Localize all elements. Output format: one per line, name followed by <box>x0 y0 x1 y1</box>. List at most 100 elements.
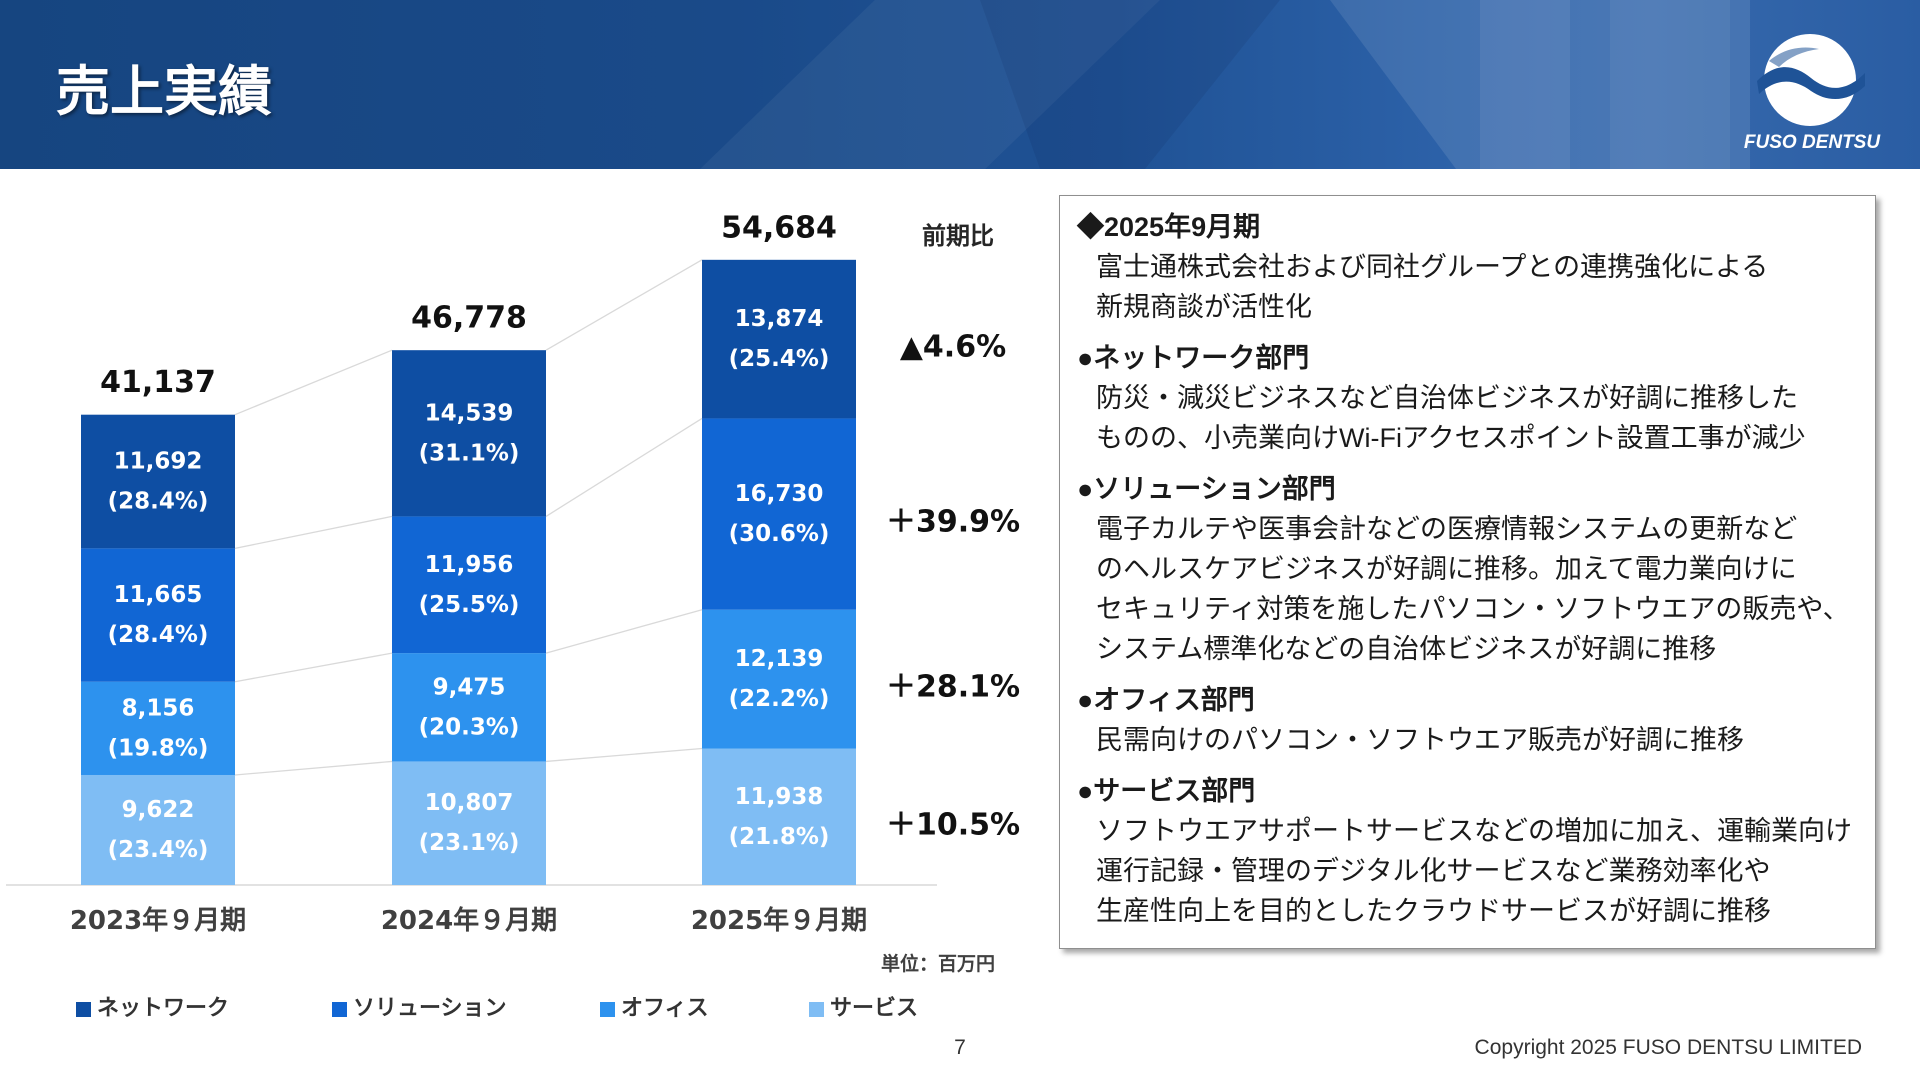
logo-wave-accent <box>1769 47 1819 67</box>
bar-segment-1-0 <box>81 548 235 682</box>
change-label-0: ▲4.6% <box>900 330 1006 365</box>
chart-labels: 9,622 (23.4%) 8,156 (19.8%) 11,665 (28.4%) 11,… <box>70 210 1020 936</box>
connector-line-0-3 <box>234 349 393 416</box>
logo-wave <box>1757 67 1865 100</box>
total-label-1: 46,778 <box>411 301 527 336</box>
section-service: ●サービス部門 ソフトウエアサポートサービスなどの増加に加え、運輸業向け 運行記… <box>1077 771 1871 931</box>
summary-intro-line: 新規商談が活性化 <box>1096 292 1312 322</box>
bar-segment-3-2 <box>702 748 856 885</box>
legend-swatch <box>332 1001 347 1017</box>
bar-segments <box>81 259 856 885</box>
bar-share-label-0-0: (28.4%) <box>108 489 209 515</box>
section-title: ●ソリューション部門 <box>1077 474 1336 504</box>
legend-label: ネットワーク <box>97 996 230 1021</box>
legend-item-solution: ソリューション <box>332 996 507 1022</box>
connector-line-1-3 <box>545 259 703 351</box>
bar-value-label-1-2: 16,730 <box>735 481 824 507</box>
change-label-1: ＋39.9% <box>886 505 1020 540</box>
header-decoration <box>1610 0 1730 169</box>
section-line: システム標準化などの自治体ビジネスが好調に推移 <box>1096 634 1717 664</box>
connector-line-1-2 <box>545 417 703 517</box>
section-line: 民需向けのパソコン・ソフトウエア販売が好調に推移 <box>1096 725 1744 755</box>
bar-share-label-2-0: (19.8%) <box>108 735 209 761</box>
bar-segment-2-2 <box>702 609 856 749</box>
slide-header: 売上実績 FUSO DENTSU <box>0 0 1920 169</box>
section-line: 電子カルテや医事会計などの医療情報システムの更新など <box>1096 514 1798 544</box>
legend-label: サービス <box>830 996 919 1021</box>
bar-value-label-2-2: 12,139 <box>735 646 824 672</box>
bar-value-label-0-1: 14,539 <box>425 400 514 426</box>
section-line: セキュリティ対策を施したパソコン・ソフトウエアの販売や、 <box>1096 594 1850 624</box>
legend-swatch <box>809 1001 824 1017</box>
connector-line-1-1 <box>545 609 703 654</box>
section-title: ●ネットワーク部門 <box>1077 343 1310 373</box>
connector-line-0-1 <box>234 652 393 683</box>
bar-share-label-2-1: (20.3%) <box>419 714 520 740</box>
section-title: ●サービス部門 <box>1077 776 1256 806</box>
section-line: 防災・減災ビジネスなど自治体ビジネスが好調に推移した <box>1096 383 1798 413</box>
header-decoration <box>980 0 1280 169</box>
slide-title: 売上実績 <box>56 62 272 122</box>
section-office: ●オフィス部門 民需向けのパソコン・ソフトウエア販売が好調に推移 <box>1077 680 1871 760</box>
legend-item-office: オフィス <box>600 996 709 1022</box>
bar-segment-0-2 <box>702 259 856 419</box>
logo-text: FUSO DENTSU <box>1743 132 1881 153</box>
bar-share-label-1-2: (30.6%) <box>729 521 830 547</box>
total-label-2: 54,684 <box>721 210 837 245</box>
bar-segment-1-1 <box>392 516 546 654</box>
section-line: ソフトウエアサポートサービスなどの増加に加え、運輸業向け <box>1096 816 1852 846</box>
bar-value-label-3-2: 11,938 <box>735 784 824 810</box>
bar-share-label-1-0: (28.4%) <box>108 622 209 648</box>
summary-content: ◆2025年9月期 富士通株式会社および同社グループとの連携強化による 新規商談… <box>1077 207 1871 931</box>
bar-segment-0-0 <box>81 414 235 549</box>
bar-share-label-0-2: (25.4%) <box>729 346 830 372</box>
page-number: 7 <box>954 1036 966 1059</box>
section-title: ●オフィス部門 <box>1077 685 1255 715</box>
connector-line-0-0 <box>234 760 393 776</box>
bar-segment-1-2 <box>702 418 856 610</box>
bar-segment-3-0 <box>81 774 235 885</box>
summary-heading: ◆2025年9月期 <box>1077 212 1261 242</box>
company-logo-icon <box>1757 34 1865 126</box>
section-solution: ●ソリューション部門 電子カルテや医事会計などの医療情報システムの更新など のヘ… <box>1077 469 1871 669</box>
legend-swatch <box>600 1001 615 1017</box>
section-line: 運行記録・管理のデジタル化サービスなど業務効率化や <box>1096 856 1771 886</box>
bar-segment-3-1 <box>392 761 546 885</box>
bar-segment-2-0 <box>81 681 235 775</box>
bar-value-label-1-0: 11,665 <box>114 582 203 608</box>
change-label-3: ＋10.5% <box>886 807 1020 842</box>
connector-lines <box>234 259 703 776</box>
legend-label: オフィス <box>621 996 709 1021</box>
bar-share-label-3-0: (23.4%) <box>108 837 209 863</box>
connector-line-0-2 <box>234 515 393 550</box>
total-label-0: 41,137 <box>100 365 216 400</box>
bar-share-label-2-2: (22.2%) <box>729 686 830 712</box>
bar-value-label-0-2: 13,874 <box>735 306 824 332</box>
section-line: 生産性向上を目的としたクラウドサービスが好調に推移 <box>1096 896 1771 926</box>
section-network: ●ネットワーク部門 防災・減災ビジネスなど自治体ビジネスが好調に推移した ものの… <box>1077 338 1871 458</box>
connector-line-1-0 <box>545 747 703 763</box>
summary-panel: ◆2025年9月期 富士通株式会社および同社グループとの連携強化による 新規商談… <box>1059 195 1876 949</box>
change-header-label: 前期比 <box>922 222 994 250</box>
bar-share-label-3-1: (23.1%) <box>419 830 520 856</box>
bar-segment-0-1 <box>392 350 546 517</box>
legend-item-network: ネットワーク <box>76 996 229 1022</box>
chart-legend: ネットワーク ソリューション オフィス サービス <box>0 996 1040 1022</box>
bar-value-label-3-1: 10,807 <box>425 790 514 816</box>
bar-value-label-1-1: 11,956 <box>425 552 514 578</box>
bar-share-label-0-1: (31.1%) <box>419 440 520 466</box>
bar-value-label-2-1: 9,475 <box>433 674 506 700</box>
summary-intro-line: 富士通株式会社および同社グループとの連携強化による <box>1096 252 1769 282</box>
bar-share-label-1-1: (25.5%) <box>419 592 520 618</box>
category-label-1: 2024年９月期 <box>381 905 557 936</box>
bar-segment-2-1 <box>392 653 546 762</box>
copyright-notice: Copyright 2025 FUSO DENTSU LIMITED <box>1474 1036 1862 1059</box>
bar-share-label-3-2: (21.8%) <box>729 824 830 850</box>
change-label-2: ＋28.1% <box>886 670 1020 705</box>
legend-label: ソリューション <box>353 996 507 1021</box>
section-line: ものの、小売業向けWi-Fiアクセスポイント設置工事が減少 <box>1096 423 1806 453</box>
bar-value-label-2-0: 8,156 <box>122 695 195 721</box>
legend-item-service: サービス <box>809 996 918 1022</box>
sales-stacked-bar-chart: 9,622 (23.4%) 8,156 (19.8%) 11,665 (28.4%) 11,… <box>6 210 1020 975</box>
category-label-2: 2025年９月期 <box>691 905 867 936</box>
